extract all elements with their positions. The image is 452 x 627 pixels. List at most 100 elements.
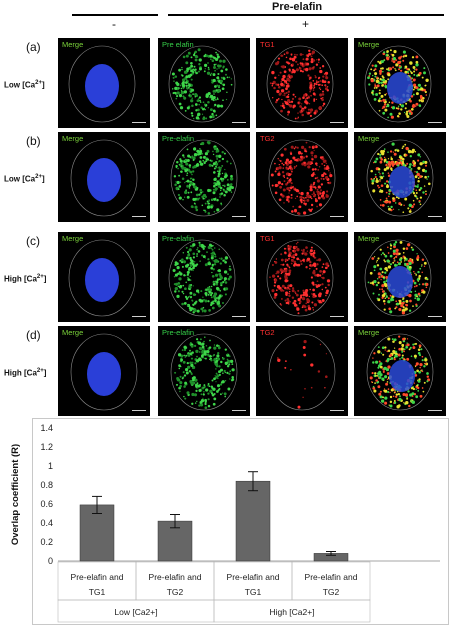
micrograph-panel: Merge xyxy=(58,132,150,222)
panel-label: Merge xyxy=(358,328,380,337)
scale-bar xyxy=(132,410,146,411)
scale-bar xyxy=(330,410,344,411)
category-label-line1: Pre-elafin and xyxy=(227,572,280,582)
group-label: Low [Ca2+] xyxy=(114,607,157,617)
cell-outline xyxy=(266,45,334,123)
scale-bar xyxy=(232,410,246,411)
nucleus-stain xyxy=(85,258,119,302)
micrograph-panel: Pre-elafin xyxy=(158,326,250,416)
micrograph-panel: Merge xyxy=(354,38,446,128)
micrograph-panel: Merge xyxy=(354,132,446,222)
cell-outline xyxy=(68,239,136,317)
red-stain-speckles xyxy=(269,241,331,315)
scale-bar xyxy=(330,122,344,123)
cell-outline xyxy=(168,45,236,123)
cell-outline xyxy=(268,139,336,217)
cell-outline xyxy=(366,139,434,217)
micrograph-panel: Merge xyxy=(58,326,150,416)
row-condition: Low [Ca2+] xyxy=(4,174,45,184)
cell-outline xyxy=(268,333,336,411)
cell-outline xyxy=(170,139,238,217)
cell-outline xyxy=(70,333,138,411)
scale-bar xyxy=(428,410,442,411)
red-stain-speckles xyxy=(276,340,328,409)
y-tick-label: 0.4 xyxy=(40,518,53,528)
y-tick-label: 1 xyxy=(48,461,53,471)
plus-group-line xyxy=(168,14,444,16)
header-title: Pre-elafin xyxy=(272,1,323,13)
category-label-line1: Pre-elafin and xyxy=(305,572,358,582)
scale-bar xyxy=(232,122,246,123)
panel-label: Pre-elafin xyxy=(162,234,195,243)
cell-outline xyxy=(364,45,432,123)
cell-outline xyxy=(168,239,236,317)
row-letter: (b) xyxy=(26,134,41,148)
row-letter: (a) xyxy=(26,40,41,54)
cell-outline xyxy=(364,239,432,317)
condition-bracket: ] xyxy=(41,80,45,90)
panel-label: Pre-elafin xyxy=(162,328,195,337)
panel-label: TG2 xyxy=(260,328,275,337)
condition-superscript: 2+ xyxy=(36,368,44,374)
minus-sign: - xyxy=(112,17,116,31)
green-stain-speckles xyxy=(172,241,232,314)
condition-superscript: 2+ xyxy=(35,80,42,86)
panel-label: Merge xyxy=(62,134,84,143)
group-cell xyxy=(213,599,371,623)
condition-text: Low [Ca xyxy=(4,80,36,90)
micrograph-panel: Merge xyxy=(58,38,150,128)
y-tick-label: 1.2 xyxy=(40,442,53,452)
micrograph-panel: Merge xyxy=(354,326,446,416)
green-stain-speckles xyxy=(174,336,235,409)
category-label-line2: TG2 xyxy=(323,587,340,597)
nucleus-stain xyxy=(389,166,415,198)
nucleus-stain xyxy=(387,266,413,298)
merge-stain-speckles xyxy=(367,240,429,315)
category-label-line2: TG1 xyxy=(245,587,262,597)
nucleus-stain xyxy=(389,360,415,392)
cell-outline xyxy=(366,333,434,411)
scale-bar xyxy=(428,316,442,317)
nucleus-stain xyxy=(85,64,119,108)
cell-outline xyxy=(70,139,138,217)
row-letter: (d) xyxy=(26,328,41,342)
panel-label: Merge xyxy=(62,40,84,49)
nucleus-stain xyxy=(387,72,413,104)
micrograph-panel: TG2 xyxy=(256,132,348,222)
condition-text: High [Ca xyxy=(4,274,37,284)
panel-label: Pre elafin xyxy=(162,40,194,49)
condition-bracket: ] xyxy=(43,274,47,284)
condition-superscript: 2+ xyxy=(36,274,44,280)
minus-group-line xyxy=(72,14,158,16)
red-stain-speckles xyxy=(270,141,333,216)
scale-bar xyxy=(232,216,246,217)
green-stain-speckles xyxy=(173,141,234,215)
row-letter: (c) xyxy=(26,234,40,248)
category-label-line1: Pre-elafin and xyxy=(149,572,202,582)
y-tick-label: 0.6 xyxy=(40,499,53,509)
cell-outline xyxy=(170,333,238,411)
condition-text: Low [Ca xyxy=(4,174,36,184)
micrograph-panel: TG2 xyxy=(256,326,348,416)
panel-label: Merge xyxy=(62,328,84,337)
chart-frame xyxy=(32,418,449,625)
panel-label: TG1 xyxy=(260,234,275,243)
scale-bar xyxy=(132,216,146,217)
category-label-line2: TG2 xyxy=(167,587,184,597)
y-tick-label: 0.8 xyxy=(40,480,53,490)
scale-bar xyxy=(132,316,146,317)
cell-outline xyxy=(266,239,334,317)
category-label-line2: TG1 xyxy=(89,587,106,597)
scale-bar xyxy=(232,316,246,317)
bar xyxy=(235,480,271,562)
panel-label: Merge xyxy=(358,40,380,49)
condition-bracket: ] xyxy=(43,368,47,378)
row-condition: Low [Ca2+] xyxy=(4,80,45,90)
panel-label: Merge xyxy=(358,234,380,243)
cell-outline xyxy=(68,45,136,123)
group-label: High [Ca2+] xyxy=(269,607,314,617)
condition-bracket: ] xyxy=(41,174,45,184)
y-tick-label: 1.4 xyxy=(40,423,53,433)
row-condition: High [Ca2+] xyxy=(4,368,46,378)
